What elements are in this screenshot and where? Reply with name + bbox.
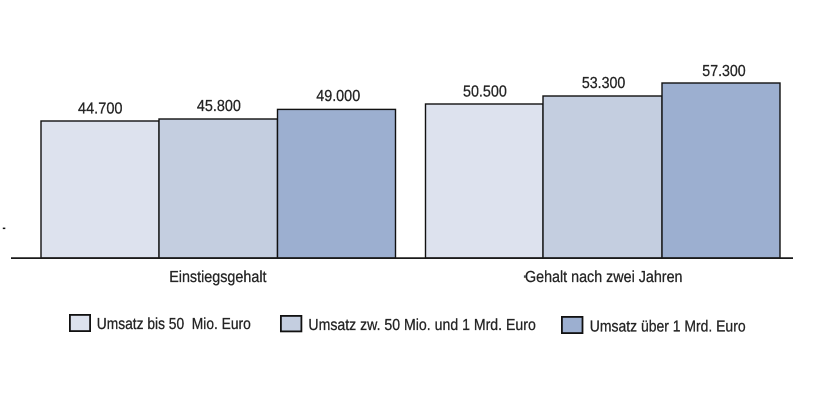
svg-text:Umsatz bis 50 Mio. Euro: Umsatz bis 50 Mio. Euro [97,316,251,333]
svg-text:49.000: 49.000 [316,88,360,105]
svg-text:Einstiegsgehalt: Einstiegsgehalt [169,269,267,286]
svg-text:Gehalt nach zwei Jahren: Gehalt nach zwei Jahren [525,269,683,286]
svg-text:50.500: 50.500 [463,84,507,101]
svg-text:53.300: 53.300 [582,75,625,92]
svg-text:44.700: 44.700 [78,101,123,118]
svg-text:Umsatz zw. 50 Mio. und 1 Mrd.: Umsatz zw. 50 Mio. und 1 Mrd. Euro [308,317,535,334]
svg-text:45.800: 45.800 [197,98,241,115]
svg-text:57.300: 57.300 [702,63,745,80]
svg-text:Umsatz über 1 Mrd. Euro: Umsatz über 1 Mrd. Euro [590,318,746,335]
